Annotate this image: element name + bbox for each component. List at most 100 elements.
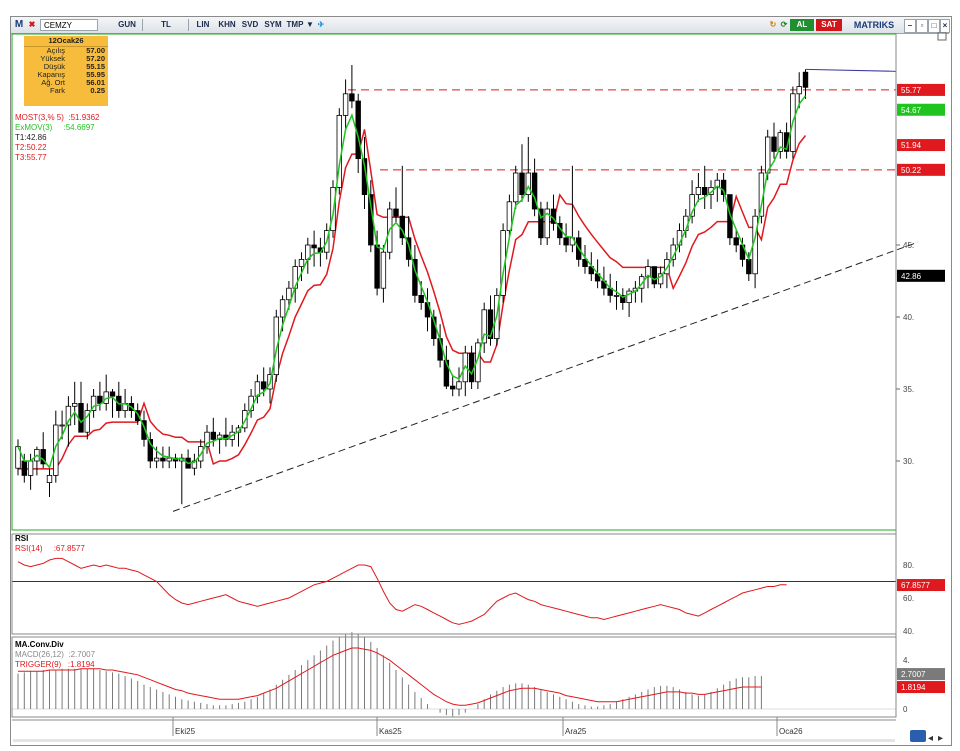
candle-body bbox=[771, 136, 777, 152]
ohlc-date: 12Ocak26 bbox=[24, 36, 108, 47]
candle-body bbox=[141, 420, 147, 440]
ohlc-value: 55.95 bbox=[86, 70, 105, 79]
symbol-input[interactable]: CEMZY bbox=[40, 19, 98, 31]
candle-body bbox=[544, 208, 550, 239]
candle-body bbox=[468, 352, 475, 383]
candle-body bbox=[242, 410, 248, 429]
candle-body bbox=[449, 385, 456, 390]
candle-body bbox=[651, 266, 657, 285]
candle-body bbox=[657, 273, 664, 285]
candle-body bbox=[84, 410, 90, 433]
candle-body bbox=[456, 381, 462, 390]
refresh-icon[interactable]: ↻ bbox=[769, 20, 777, 29]
dropdown-arrow-icon[interactable]: ▼ bbox=[306, 20, 314, 29]
ohlc-row: Düşük 55.15 bbox=[24, 63, 108, 71]
exmov-line bbox=[17, 95, 807, 470]
candle-body bbox=[443, 359, 450, 387]
trigger-label: TRIGGER(9) bbox=[15, 660, 62, 669]
most-label: MOST(3,% 5) bbox=[15, 113, 64, 122]
toolbar-button-tmp[interactable]: TMP bbox=[286, 20, 304, 29]
rsi-tag-label: 67.8577 bbox=[901, 581, 930, 590]
candle-body bbox=[689, 194, 695, 217]
y-tick-label: 30. bbox=[903, 457, 914, 466]
candle-body bbox=[97, 395, 103, 404]
candle-body bbox=[53, 424, 59, 476]
ohlc-value: 57.00 bbox=[86, 46, 105, 55]
candle-body bbox=[613, 294, 620, 297]
exmov-value: :54.6697 bbox=[63, 123, 95, 132]
candle-body bbox=[525, 172, 531, 196]
macd-tick-label: 4. bbox=[903, 656, 910, 665]
candle-body bbox=[702, 186, 708, 195]
exmov-label: ExMOV(3) bbox=[15, 123, 53, 132]
trend-line bbox=[172, 241, 919, 512]
candle-body bbox=[349, 93, 355, 102]
rsi-title: RSI bbox=[15, 534, 29, 543]
most-value: :51.9362 bbox=[68, 113, 100, 122]
candle-body bbox=[582, 258, 588, 267]
candle-body bbox=[538, 208, 544, 239]
rsi-tick-label: 60. bbox=[903, 594, 914, 603]
sell-button[interactable]: SAT bbox=[816, 19, 842, 31]
candle-body bbox=[802, 71, 809, 88]
price-tag-label: 51.94 bbox=[901, 141, 922, 150]
horizontal-scrollbar bbox=[13, 739, 895, 742]
panel-menu-icon bbox=[937, 32, 947, 41]
candle-body bbox=[210, 431, 216, 440]
rsi-panel-border bbox=[11, 533, 897, 635]
candle-body bbox=[645, 266, 651, 278]
maximize-icon[interactable]: □ bbox=[928, 19, 940, 33]
toolbar-button-sym[interactable]: SYM bbox=[264, 20, 282, 29]
toolbar-button-svd[interactable]: SVD bbox=[241, 20, 259, 29]
candle-body bbox=[513, 172, 519, 203]
price-tag bbox=[897, 139, 945, 152]
trigger-line bbox=[18, 647, 762, 706]
candle-body bbox=[393, 208, 399, 217]
macd-tag bbox=[897, 668, 945, 681]
rsi-tick-label: 40. bbox=[903, 627, 914, 636]
toolbar-button-gun[interactable]: GUN bbox=[118, 20, 136, 29]
candle-body bbox=[639, 276, 645, 289]
trigger-series-legend: TRIGGER(9) :1.8194 bbox=[15, 660, 95, 670]
price-tag bbox=[897, 163, 945, 176]
macd-series-legend: MACD(26,12) :2.7007 bbox=[15, 650, 95, 660]
ohlc-value: 57.20 bbox=[86, 54, 105, 63]
candle-body bbox=[147, 438, 153, 462]
candle-body bbox=[65, 405, 72, 426]
toolbar-button-tl[interactable]: TL bbox=[161, 20, 171, 29]
candle-body bbox=[298, 258, 305, 267]
candle-body bbox=[519, 172, 525, 196]
price-tag-label: 54.67 bbox=[901, 106, 922, 115]
candle-body bbox=[260, 381, 267, 390]
rsi-label: RSI(14) bbox=[15, 544, 43, 553]
candle-body bbox=[796, 86, 802, 95]
ohlc-row: Ağ. Ort 56.01 bbox=[24, 79, 108, 87]
buy-button[interactable]: AL bbox=[790, 19, 814, 31]
candle-body bbox=[134, 410, 141, 422]
y-tick-label: 40. bbox=[903, 313, 914, 322]
candle-body bbox=[311, 244, 317, 249]
ohlc-label: Yüksek bbox=[40, 54, 65, 63]
rsi-series-legend: RSI(14) :67.8577 bbox=[15, 544, 85, 554]
toolbar-button-khn[interactable]: KHN bbox=[218, 20, 236, 29]
ohlc-label: Fark bbox=[50, 86, 65, 95]
macd-tick-label: 0 bbox=[903, 705, 908, 714]
candle-body bbox=[216, 434, 223, 440]
app-logo: M bbox=[14, 19, 24, 30]
minimize-icon[interactable]: – bbox=[904, 19, 916, 33]
settings-icon[interactable]: ⟳ bbox=[780, 20, 788, 29]
candle-body bbox=[531, 172, 538, 210]
candle-body bbox=[714, 179, 720, 188]
candle-body bbox=[166, 457, 172, 462]
scroll-right-icon: ▸ bbox=[938, 733, 943, 744]
bird-icon[interactable]: ✈ bbox=[317, 20, 325, 29]
macd-value: :2.7007 bbox=[68, 650, 96, 659]
flag-icon[interactable]: ✖ bbox=[28, 20, 36, 29]
restore-icon[interactable]: ▫ bbox=[916, 19, 928, 33]
toolbar-button-lin[interactable]: LIN bbox=[196, 20, 210, 29]
trigger-value: :1.8194 bbox=[67, 660, 95, 669]
candle-body bbox=[78, 402, 84, 433]
x-tick-label: Oca26 bbox=[779, 727, 803, 736]
trigger-tag bbox=[897, 681, 945, 694]
candle-body bbox=[27, 460, 34, 476]
